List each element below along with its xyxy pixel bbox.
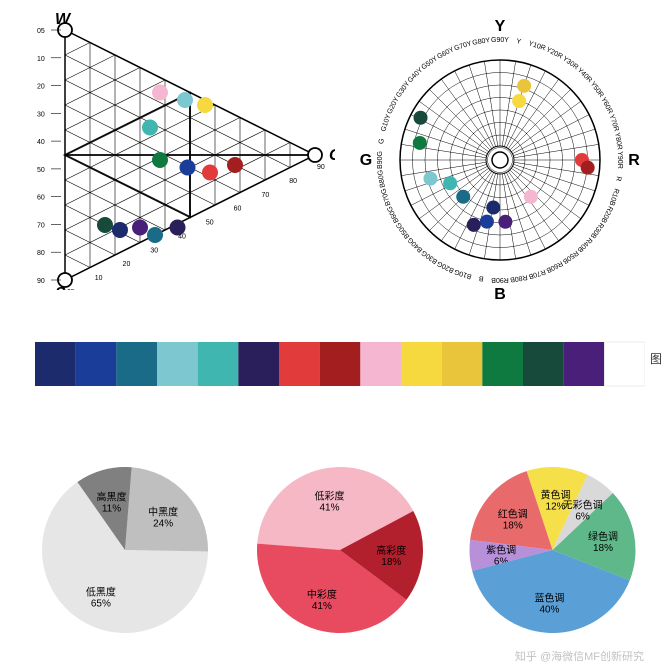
svg-text:G10Y: G10Y (380, 113, 392, 133)
svg-text:60: 60 (234, 206, 242, 213)
svg-text:R30B: R30B (589, 221, 605, 240)
svg-text:G50Y: G50Y (420, 55, 439, 71)
svg-text:B: B (478, 274, 484, 282)
ncs-color-wheel: G90Y Y Y10RY20RY30RY40RY50RY60RY70RY80RY90… (350, 10, 650, 300)
svg-text:05: 05 (67, 289, 75, 290)
svg-text:70: 70 (261, 192, 269, 199)
svg-text:Y30R: Y30R (561, 55, 579, 71)
svg-text:R40B: R40B (576, 236, 594, 254)
svg-text:R: R (614, 176, 622, 182)
svg-text:B50G: B50G (395, 221, 411, 240)
svg-text:R60B: R60B (545, 259, 564, 273)
svg-text:R90B: R90B (491, 276, 509, 283)
svg-text:G60Y: G60Y (436, 46, 455, 61)
svg-text:G80Y: G80Y (472, 37, 491, 47)
svg-text:30: 30 (150, 247, 158, 254)
svg-text:W: W (55, 11, 72, 28)
svg-text:G20Y: G20Y (386, 96, 401, 115)
svg-text:Y50R: Y50R (589, 81, 605, 99)
svg-text:80: 80 (289, 178, 297, 185)
svg-text:Y20R: Y20R (545, 46, 564, 60)
svg-text:B40G: B40G (407, 236, 425, 254)
svg-text:B80G: B80G (377, 169, 387, 188)
svg-text:20: 20 (123, 261, 131, 268)
svg-text:Y: Y (516, 38, 522, 46)
ncs-triangle: WCS0510203040506070809005102030405060708… (5, 5, 335, 290)
svg-text:20: 20 (37, 84, 45, 91)
svg-text:B20G: B20G (436, 259, 455, 273)
svg-text:10: 10 (95, 275, 103, 282)
svg-text:90: 90 (317, 164, 325, 171)
watermark: 知乎 @海微信MF创新研究 (515, 648, 644, 664)
pie-hue: 黄色调12%红色调18%紫色调6%蓝色调40%绿色调18%无彩色调6% (445, 440, 660, 650)
svg-text:80: 80 (37, 250, 45, 257)
svg-text:B90G: B90G (377, 151, 384, 169)
svg-text:R20B: R20B (599, 205, 613, 224)
side-glyph: 图 (650, 350, 662, 367)
svg-text:S: S (55, 285, 66, 290)
svg-text:Y60R: Y60R (599, 96, 613, 115)
svg-text:50: 50 (206, 220, 214, 227)
svg-text:R80B: R80B (509, 273, 528, 283)
svg-text:B70G: B70G (380, 187, 392, 206)
svg-text:C: C (329, 147, 335, 164)
svg-text:10: 10 (37, 56, 45, 63)
svg-text:R10B: R10B (608, 188, 620, 207)
svg-text:R: R (628, 152, 640, 169)
svg-text:50: 50 (37, 167, 45, 174)
svg-text:Y90R: Y90R (616, 151, 623, 169)
svg-text:G90Y: G90Y (491, 37, 509, 44)
svg-text:40: 40 (37, 139, 45, 146)
svg-text:R70B: R70B (527, 268, 546, 280)
svg-text:Y: Y (495, 18, 506, 35)
pie-chroma: 低彩度41%中彩度41%高彩度18% (235, 440, 445, 650)
svg-text:Y70R: Y70R (608, 114, 620, 133)
svg-text:G70Y: G70Y (453, 40, 473, 52)
svg-text:60: 60 (37, 195, 45, 202)
svg-text:Y10R: Y10R (528, 40, 547, 52)
pie-blackness: 低黑度65%中黑度24%高黑度11% (20, 440, 230, 650)
svg-text:90: 90 (37, 278, 45, 285)
svg-text:B30G: B30G (420, 249, 439, 265)
svg-text:05: 05 (37, 28, 45, 35)
swatch-strip (35, 340, 645, 388)
svg-text:70: 70 (37, 222, 45, 229)
svg-text:G: G (378, 138, 386, 144)
svg-text:30: 30 (37, 111, 45, 118)
svg-text:B10G: B10G (453, 268, 472, 280)
svg-text:R50B: R50B (561, 249, 580, 265)
svg-text:G: G (360, 152, 372, 169)
svg-text:Y80R: Y80R (613, 132, 623, 150)
svg-text:B60G: B60G (386, 205, 400, 224)
svg-text:B: B (494, 286, 506, 300)
svg-text:Y40R: Y40R (576, 67, 593, 84)
